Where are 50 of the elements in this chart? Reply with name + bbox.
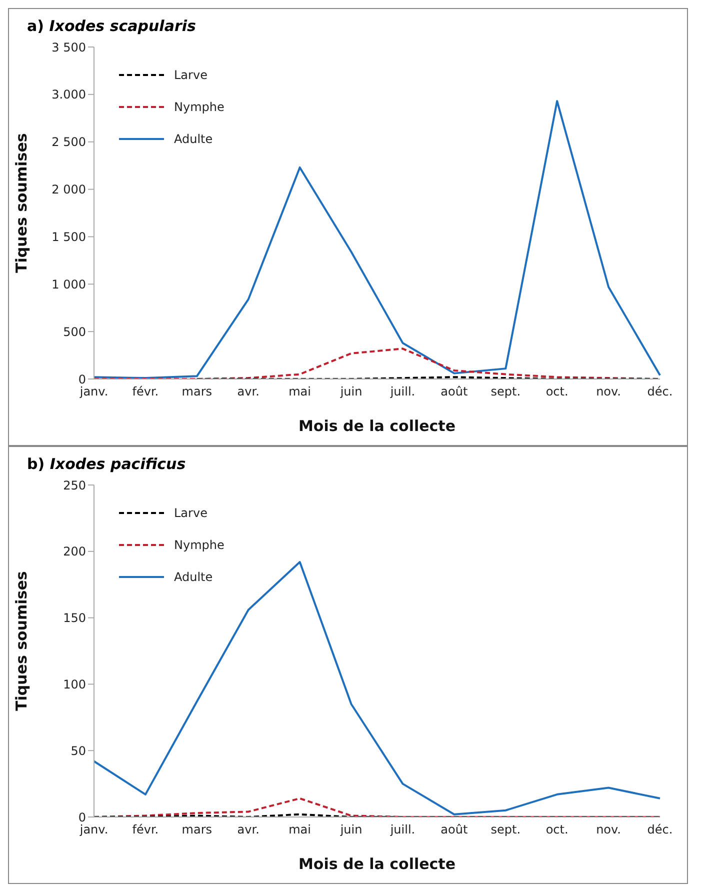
x-tick-label: mars (182, 822, 212, 837)
legend-label: Larve (174, 68, 208, 82)
legend-label: Nymphe (174, 100, 224, 114)
y-tick-label: 2 500 (52, 135, 86, 150)
x-tick-label: juin (339, 822, 362, 837)
legend-label: Nymphe (174, 538, 224, 552)
x-tick-label: avr. (237, 822, 260, 837)
y-tick-label: 0 (78, 810, 86, 824)
y-tick-label: 3.000 (52, 88, 86, 102)
x-tick-label: mai (288, 384, 312, 399)
y-tick-label: 50 (70, 744, 86, 758)
x-axis-title: Mois de la collecte (298, 855, 456, 873)
x-tick-label: janv. (78, 384, 108, 399)
x-tick-label: juill. (389, 384, 416, 399)
y-tick-label: 200 (63, 544, 86, 559)
y-tick-label: 3 500 (52, 40, 86, 54)
legend-label: Adulte (174, 132, 213, 146)
y-axis-title: Tiques soumises (12, 133, 30, 273)
y-axis-title: Tiques soumises (12, 571, 30, 711)
x-tick-label: déc. (647, 384, 673, 399)
y-tick-label: 250 (63, 478, 86, 492)
y-tick-label: 100 (63, 677, 86, 692)
y-tick-label: 0 (78, 372, 86, 386)
x-tick-label: nov. (596, 384, 622, 399)
y-tick-label: 1 500 (52, 230, 86, 244)
legend-label: Larve (174, 506, 208, 520)
x-tick-label: juill. (389, 822, 416, 837)
x-tick-label: sept. (490, 822, 521, 837)
x-tick-label: sept. (490, 384, 521, 399)
y-tick-label: 500 (63, 324, 86, 339)
x-tick-label: nov. (596, 822, 622, 837)
x-tick-label: févr. (132, 384, 159, 399)
x-tick-label: déc. (647, 822, 673, 837)
x-tick-label: août (440, 384, 468, 399)
y-tick-label: 2 000 (52, 182, 86, 197)
chart-title: b) Ixodes pacificus (26, 454, 187, 473)
x-tick-label: oct. (546, 384, 568, 399)
x-tick-label: oct. (546, 822, 568, 837)
x-tick-label: févr. (132, 822, 159, 837)
y-tick-label: 150 (63, 611, 86, 626)
x-tick-label: mars (182, 384, 212, 399)
y-tick-label: 1 000 (52, 277, 86, 292)
x-axis-title: Mois de la collecte (298, 417, 456, 435)
x-tick-label: mai (288, 822, 312, 837)
x-tick-label: août (440, 822, 468, 837)
legend-label: Adulte (174, 570, 213, 584)
x-tick-label: juin (339, 384, 362, 399)
x-tick-label: avr. (237, 384, 260, 399)
x-tick-label: janv. (78, 822, 108, 837)
chart-title: a) Ixodes scapularis (26, 16, 197, 35)
